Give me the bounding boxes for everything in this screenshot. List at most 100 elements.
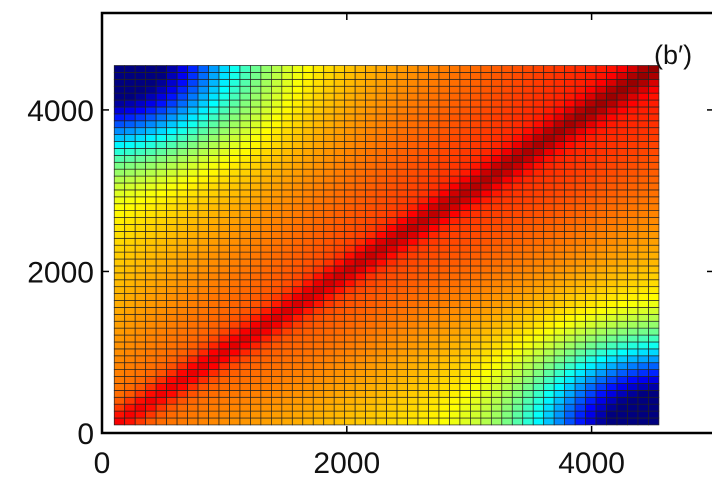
heatmap-cell [354, 210, 366, 218]
heatmap-cell [480, 348, 492, 357]
heatmap-cell [260, 182, 272, 191]
heatmap-cell [522, 134, 534, 142]
heatmap-cell [375, 369, 387, 377]
heatmap-cell [312, 148, 325, 156]
heatmap-cell [229, 341, 241, 350]
heatmap-cell [145, 403, 157, 412]
heatmap-cell [113, 237, 126, 246]
heatmap-cell [396, 85, 408, 94]
heatmap-cell [522, 65, 534, 73]
heatmap-cell [480, 189, 492, 198]
heatmap-cell [250, 203, 262, 212]
heatmap-cell [490, 168, 503, 177]
heatmap-cell [407, 369, 419, 377]
heatmap-cell [197, 92, 209, 101]
heatmap-cell [407, 217, 419, 225]
heatmap-cell [438, 320, 450, 329]
heatmap-cell [532, 92, 545, 101]
heatmap-cell [564, 293, 576, 301]
heatmap-cell [574, 376, 586, 384]
heatmap-cell [302, 85, 314, 94]
heatmap-cell [281, 341, 293, 350]
heatmap-cell [627, 258, 639, 267]
heatmap-cell [208, 231, 220, 239]
heatmap-cell [522, 327, 534, 336]
heatmap-cell [239, 341, 251, 350]
heatmap-cell [428, 313, 440, 322]
heatmap-cell [606, 120, 618, 129]
heatmap-cell [417, 106, 429, 115]
heatmap-cell [134, 217, 147, 225]
heatmap-cell [197, 272, 209, 281]
heatmap-cell [564, 161, 576, 170]
heatmap-cell [585, 265, 597, 274]
heatmap-cell [470, 224, 482, 232]
heatmap-cell [302, 396, 314, 405]
heatmap-cell [438, 286, 450, 294]
heatmap-cell [155, 189, 167, 198]
heatmap-cell [470, 113, 482, 122]
heatmap-cell [574, 355, 586, 364]
heatmap-cell [585, 403, 597, 412]
heatmap-cell [187, 355, 199, 364]
heatmap-cell [543, 224, 555, 232]
heatmap-cell [532, 376, 545, 384]
heatmap-cell [239, 251, 251, 260]
heatmap-cell [386, 134, 398, 142]
heatmap-cell [365, 65, 377, 73]
heatmap-cell [134, 175, 147, 184]
heatmap-cell [145, 362, 157, 370]
heatmap-cell [113, 161, 126, 170]
heatmap-cell [239, 161, 251, 170]
heatmap-cell [543, 300, 555, 308]
heatmap-cell [197, 168, 209, 177]
heatmap-cell [134, 231, 147, 239]
heatmap-cell [616, 244, 628, 253]
heatmap-cell [407, 286, 419, 294]
heatmap-cell [449, 279, 461, 288]
heatmap-cell [271, 403, 283, 412]
heatmap-cell [553, 390, 565, 398]
heatmap-cell [480, 85, 492, 94]
heatmap-cell [648, 65, 660, 73]
heatmap-cell [155, 313, 167, 322]
heatmap-cell [501, 272, 513, 281]
heatmap-cell [627, 106, 639, 115]
heatmap-cell [271, 383, 283, 391]
heatmap-cell [312, 293, 325, 301]
heatmap-cell [648, 231, 660, 239]
heatmap-cell [553, 196, 565, 205]
heatmap-cell [522, 141, 534, 149]
heatmap-cell [417, 251, 429, 260]
heatmap-cell [606, 265, 618, 274]
heatmap-cell [134, 224, 147, 232]
heatmap-cell [606, 320, 618, 329]
heatmap-cell [396, 237, 408, 246]
heatmap-cell [354, 320, 366, 329]
heatmap-cell [470, 390, 482, 398]
heatmap-cell [239, 327, 251, 336]
heatmap-cell [375, 210, 387, 218]
heatmap-cell [627, 237, 639, 246]
heatmap-cell [616, 182, 628, 191]
heatmap-cell [197, 134, 209, 142]
heatmap-cell [229, 134, 241, 142]
heatmap-cell [616, 168, 628, 177]
heatmap-cell [553, 161, 565, 170]
heatmap-cell [323, 78, 335, 87]
heatmap-cell [124, 362, 136, 370]
heatmap-cell [176, 72, 188, 80]
heatmap-cell [532, 396, 545, 405]
plot-frame [100, 11, 712, 435]
heatmap-cell [470, 72, 482, 80]
heatmap-cell [250, 72, 262, 80]
heatmap-cell [365, 286, 377, 294]
heatmap-cell [375, 410, 387, 419]
heatmap-cell [333, 320, 346, 329]
heatmap-cell [208, 203, 220, 212]
heatmap-cell [291, 224, 304, 232]
heatmap-cell [218, 113, 230, 122]
heatmap-cell [470, 307, 482, 315]
heatmap-cell [333, 313, 346, 322]
heatmap-cell [333, 300, 346, 308]
